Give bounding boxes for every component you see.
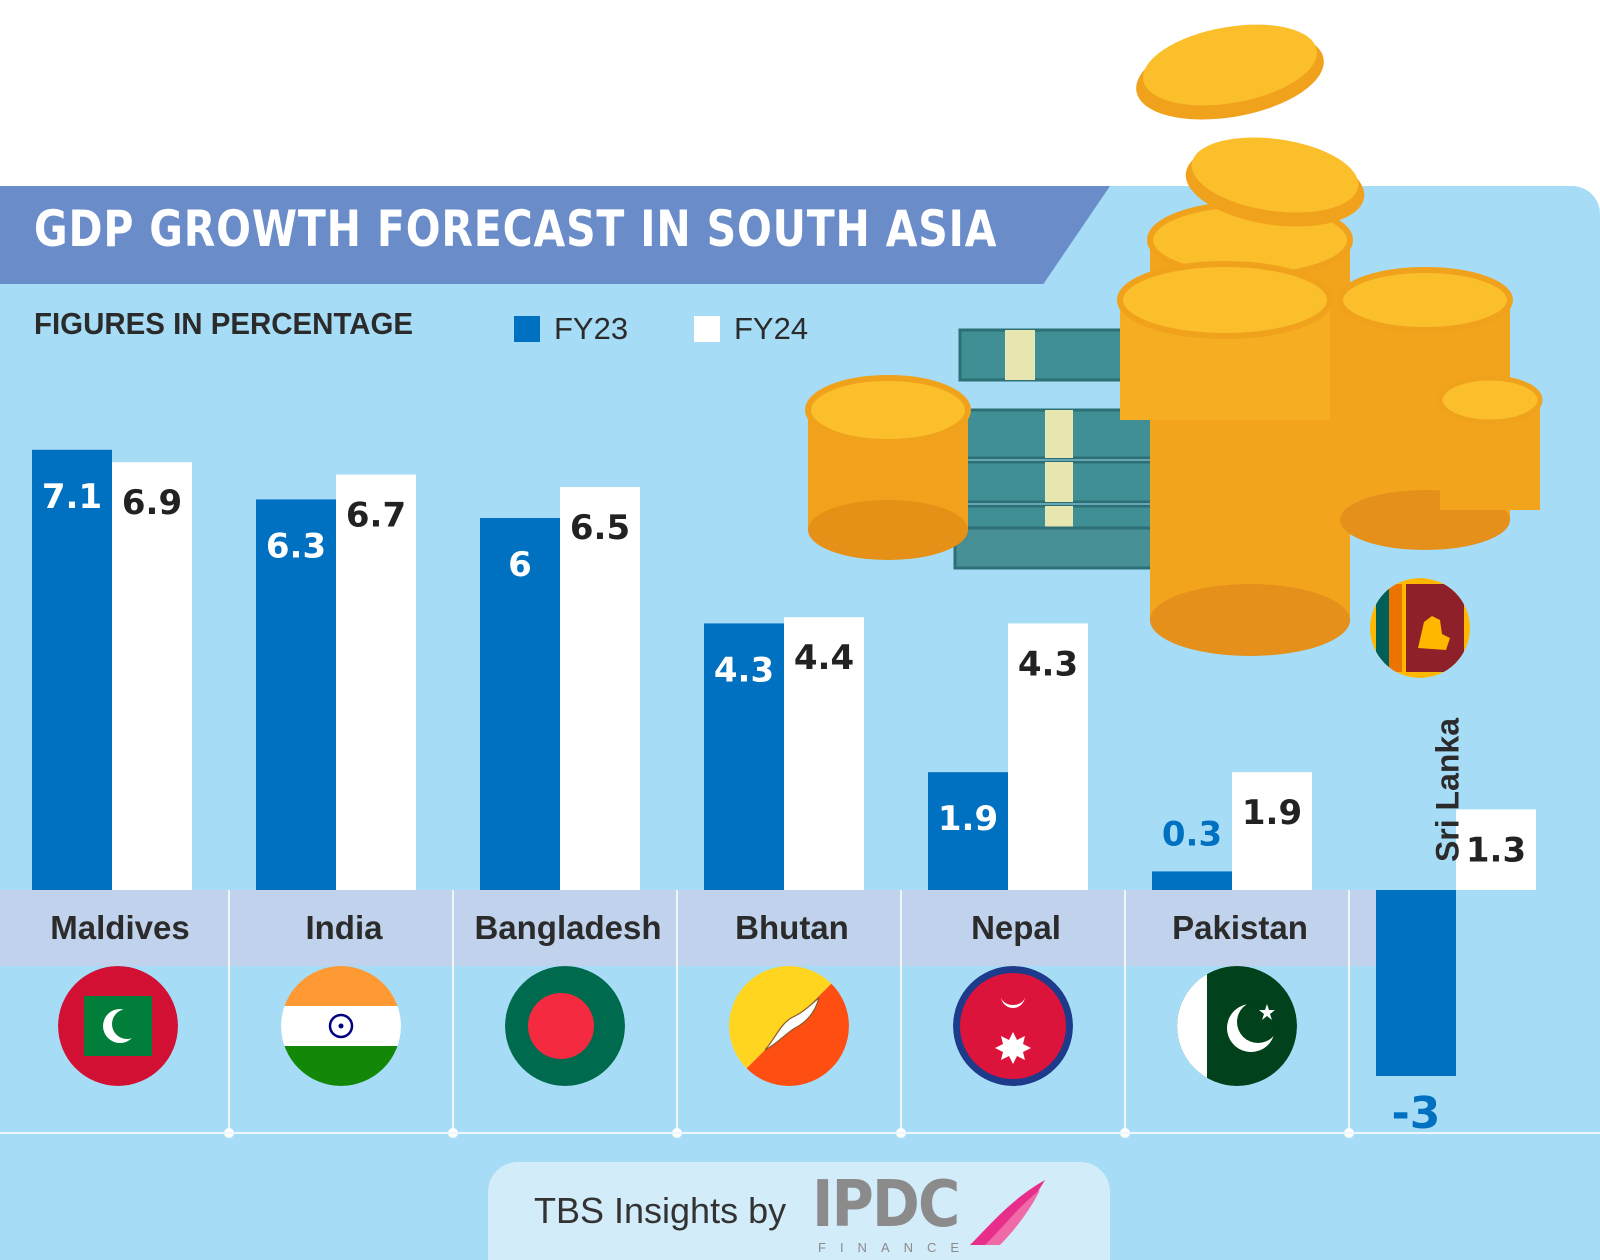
bar-fy23-nepal <box>928 772 1008 890</box>
bar-fy24-nepal <box>1008 623 1088 890</box>
coins-and-cash-illustration <box>805 24 1543 656</box>
coin-stack-main-icon <box>1117 201 1353 656</box>
coin-stack-left-icon <box>805 375 971 560</box>
ipdc-logo-text: IPDC <box>812 1168 960 1242</box>
country-label-bangladesh: Bangladesh <box>474 909 662 946</box>
value-label-fy23-bhutan: 4.3 <box>714 650 774 690</box>
column-divider <box>1124 890 1126 1132</box>
bar-fy24-sri-lanka <box>1456 809 1536 890</box>
bar-fy24-india <box>336 474 416 890</box>
value-label-fy24-maldives: 6.9 <box>122 483 182 523</box>
sri-lanka-flag-icon <box>1370 578 1470 678</box>
country-label-india: India <box>305 909 383 946</box>
column-divider <box>452 890 454 1132</box>
value-label-fy24-nepal: 4.3 <box>1018 644 1078 684</box>
value-label-fy24-sri-lanka: 1.3 <box>1466 830 1526 870</box>
column-divider <box>228 890 230 1132</box>
coin-stack-right-icon <box>1337 267 1543 550</box>
country-label-bhutan: Bhutan <box>735 909 849 946</box>
value-label-fy23-bangladesh: 6 <box>508 545 532 585</box>
legend-item-fy23: FY23 <box>514 311 628 347</box>
ipdc-logo-subtext: FINANCE <box>818 1240 974 1255</box>
bhutan-flag-icon <box>729 966 849 1086</box>
legend-label-fy24: FY24 <box>734 311 809 346</box>
bar-fy24-bhutan <box>784 617 864 890</box>
legend-swatch-fy24 <box>694 316 720 342</box>
country-label-pakistan: Pakistan <box>1172 909 1308 946</box>
legend-item-fy24: FY24 <box>694 311 808 347</box>
sri-lanka-label: Sri Lanka <box>1429 717 1466 863</box>
column-divider <box>900 890 902 1132</box>
maldives-flag-icon <box>58 966 178 1086</box>
chart-title: GDP GROWTH FORECAST IN SOUTH ASIA <box>34 200 998 258</box>
pakistan-flag-icon <box>1177 966 1297 1086</box>
bar-fy24-maldives <box>112 462 192 890</box>
bar-fy24-bangladesh <box>560 487 640 890</box>
column-divider <box>1348 890 1350 1132</box>
country-label-nepal: Nepal <box>971 909 1061 946</box>
bar-fy23-bhutan <box>704 623 784 890</box>
nepal-flag-icon <box>953 966 1073 1086</box>
title-banner <box>0 186 1110 284</box>
country-label-maldives: Maldives <box>50 909 190 946</box>
bar-fy23-bangladesh <box>480 518 560 890</box>
bar-fy23-maldives <box>32 449 112 890</box>
india-flag-icon <box>281 966 401 1086</box>
floating-coin-icon <box>1136 24 1365 227</box>
value-label-fy23-maldives: 7.1 <box>42 477 102 517</box>
bar-fy24-pakistan <box>1232 772 1312 890</box>
value-label-fy24-pakistan: 1.9 <box>1242 793 1302 833</box>
value-label-fy23-india: 6.3 <box>266 526 326 566</box>
bar-fy23-pakistan <box>1152 871 1232 890</box>
legend-label-fy23: FY23 <box>554 311 629 346</box>
value-label-fy24-bhutan: 4.4 <box>794 638 854 678</box>
bangladesh-flag-icon <box>505 966 625 1086</box>
footer-text: TBS Insights by <box>534 1190 787 1231</box>
column-divider <box>676 890 678 1132</box>
legend-swatch-fy23 <box>514 316 540 342</box>
value-label-fy23-sri-lanka: -3 <box>1392 1088 1441 1139</box>
ipdc-logo-mark-icon <box>970 1180 1045 1245</box>
bar-fy23-sri-lanka <box>1376 890 1456 1076</box>
value-label-fy24-bangladesh: 6.5 <box>570 508 630 548</box>
value-label-fy24-india: 6.7 <box>346 496 406 536</box>
baseline-rule <box>0 1132 1600 1134</box>
bar-fy23-india <box>256 499 336 890</box>
value-label-fy23-nepal: 1.9 <box>938 799 998 839</box>
value-label-fy23-pakistan: 0.3 <box>1162 814 1222 854</box>
chart-subtitle: FIGURES IN PERCENTAGE <box>34 306 414 341</box>
